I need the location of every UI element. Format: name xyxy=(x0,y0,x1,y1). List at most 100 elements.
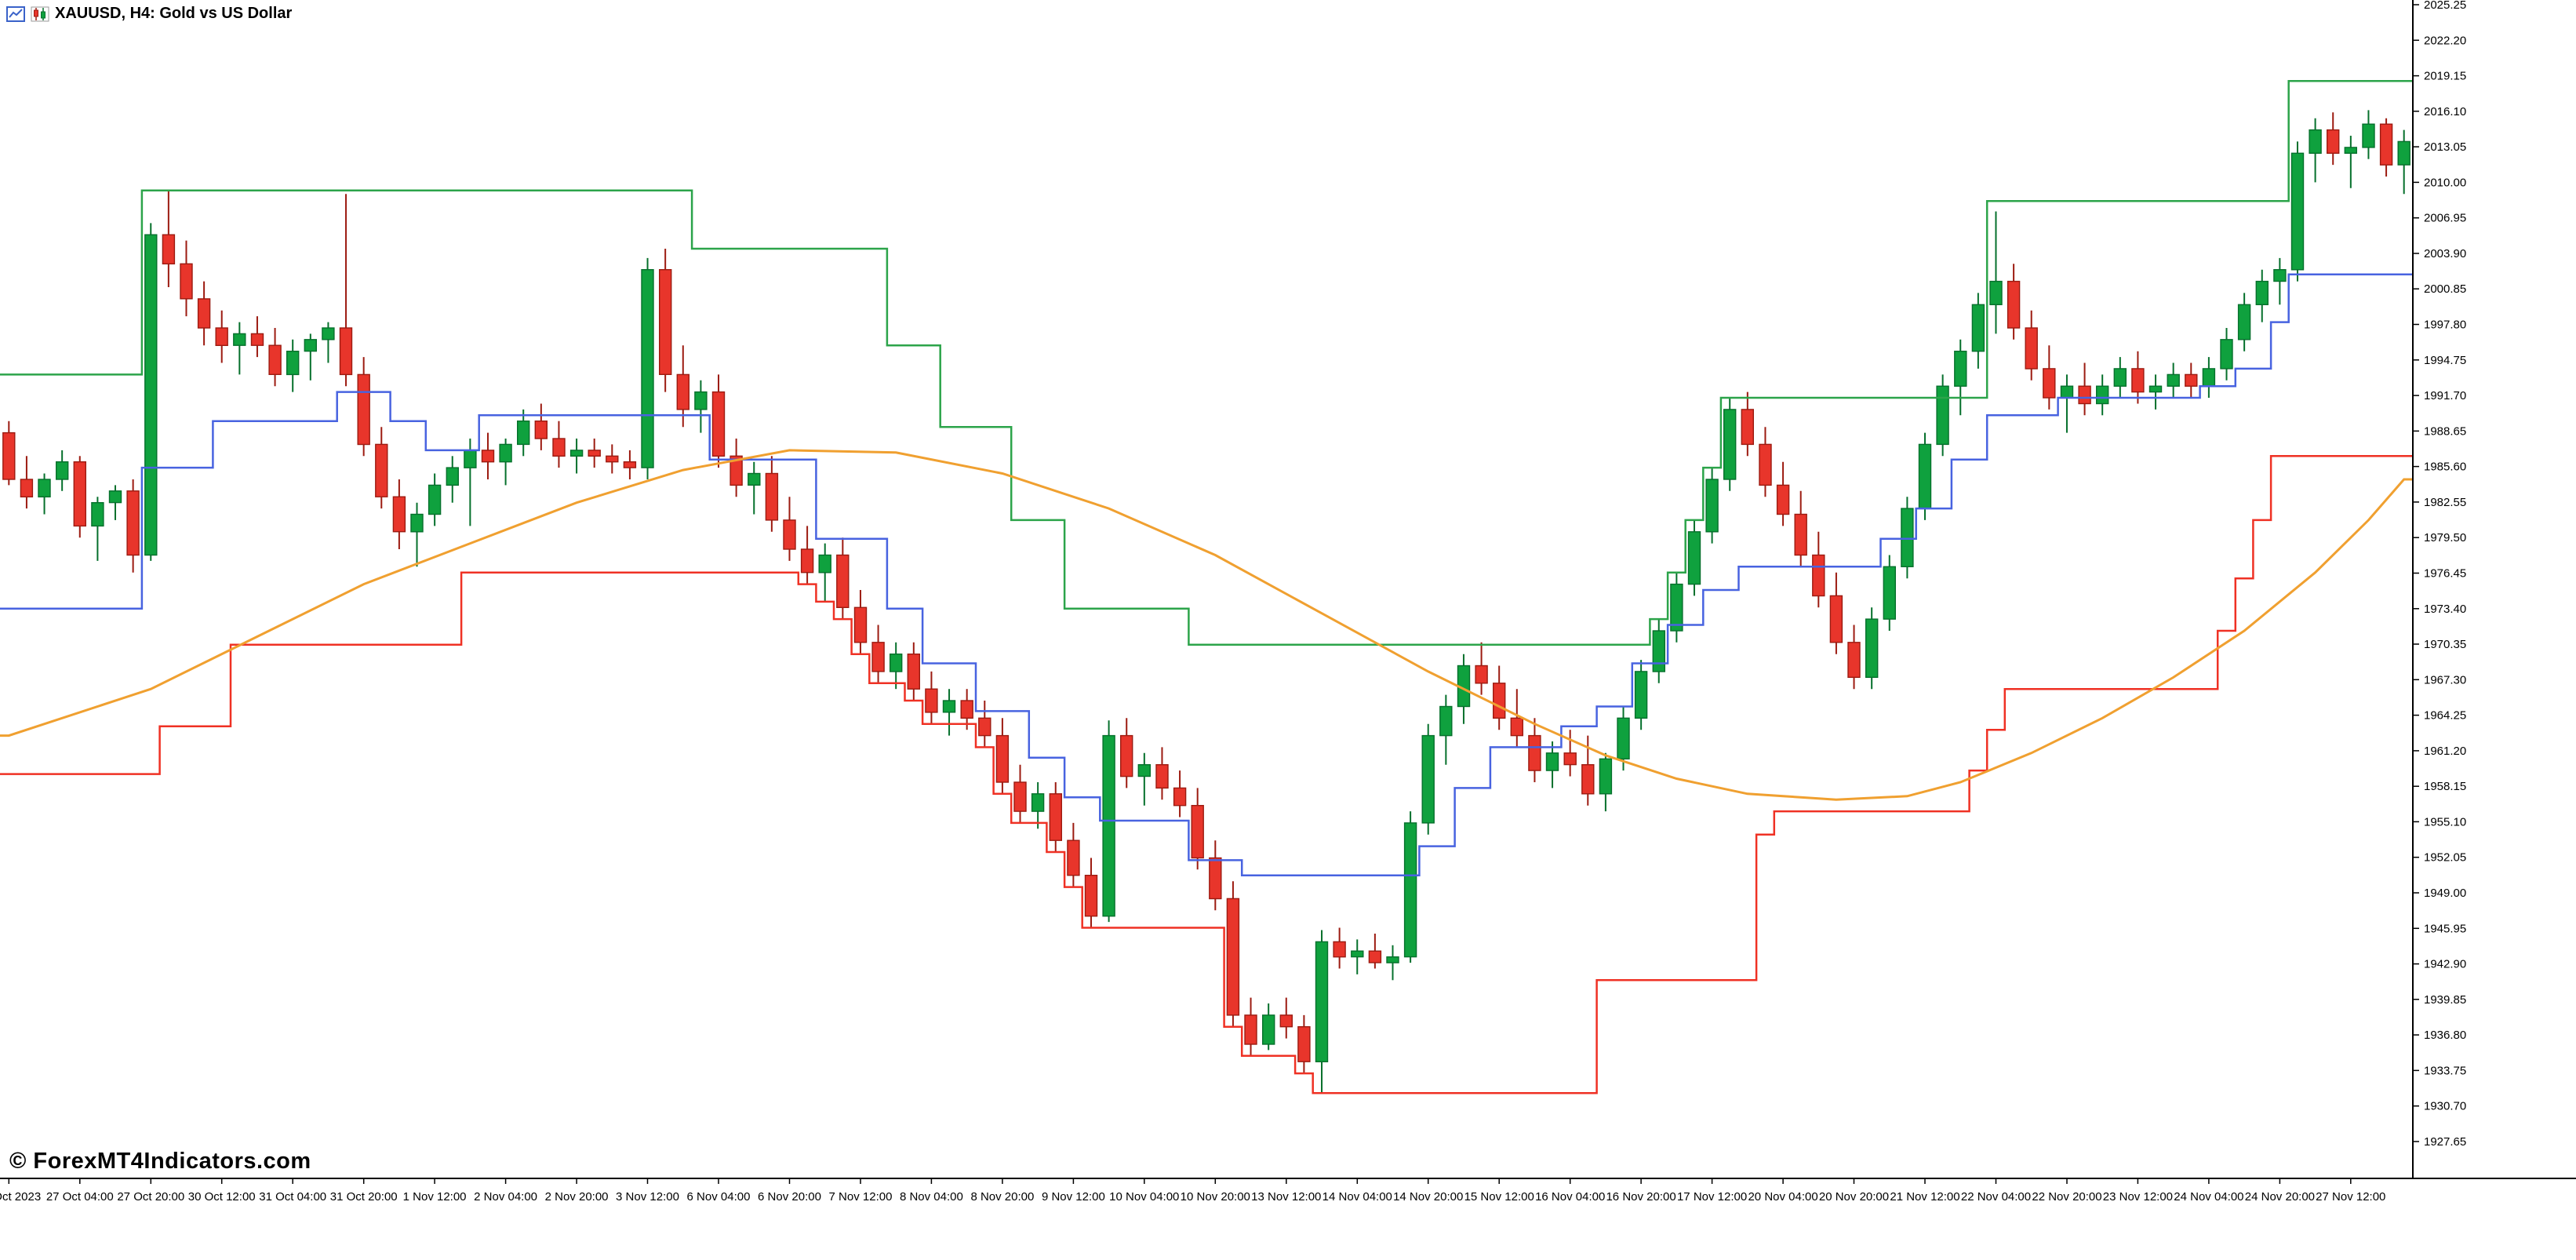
candle[interactable] xyxy=(499,439,512,486)
candle[interactable] xyxy=(1989,211,2003,334)
candle[interactable] xyxy=(126,479,140,573)
candle[interactable] xyxy=(2095,374,2109,416)
candle[interactable] xyxy=(1759,427,1772,497)
candle[interactable] xyxy=(162,190,176,287)
candle[interactable] xyxy=(2185,362,2198,399)
candle[interactable] xyxy=(960,689,973,730)
candle[interactable] xyxy=(375,427,388,509)
candle[interactable] xyxy=(1829,572,1843,654)
candle[interactable] xyxy=(623,450,637,479)
candle[interactable] xyxy=(1794,490,1807,567)
candle[interactable] xyxy=(800,526,814,584)
candle[interactable] xyxy=(907,642,921,701)
candle[interactable] xyxy=(55,450,69,491)
candle[interactable] xyxy=(925,671,938,724)
candle[interactable] xyxy=(2078,362,2091,416)
candle[interactable] xyxy=(1847,625,1861,690)
candle[interactable] xyxy=(1279,997,1293,1039)
candle[interactable] xyxy=(1013,764,1027,823)
candle[interactable] xyxy=(1475,642,1488,695)
candle[interactable] xyxy=(569,439,584,474)
candle[interactable] xyxy=(2237,293,2251,351)
candle[interactable] xyxy=(1901,497,1914,579)
candle[interactable] xyxy=(286,339,300,392)
candle[interactable] xyxy=(2362,110,2375,159)
candle[interactable] xyxy=(1439,694,1453,765)
candle[interactable] xyxy=(1049,782,1063,852)
candle[interactable] xyxy=(1599,752,1613,812)
candle[interactable] xyxy=(659,249,672,392)
candle[interactable] xyxy=(1705,468,1719,544)
candle[interactable] xyxy=(1741,391,1755,457)
candle[interactable] xyxy=(552,421,566,468)
candle[interactable] xyxy=(1492,665,1506,730)
candle[interactable] xyxy=(676,345,689,428)
candle[interactable] xyxy=(853,590,868,654)
candle[interactable] xyxy=(392,479,406,549)
candle[interactable] xyxy=(2043,345,2056,410)
candle[interactable] xyxy=(1119,718,1133,788)
candle[interactable] xyxy=(2344,136,2358,188)
candle[interactable] xyxy=(250,316,264,358)
candle[interactable] xyxy=(1084,858,1098,928)
price-axis[interactable]: 2025.25 2022.20 2019.15 2016.10 2013.05 2010.… xyxy=(2412,0,2576,1178)
candle[interactable] xyxy=(428,473,442,526)
candle[interactable] xyxy=(517,409,530,457)
candle[interactable] xyxy=(339,194,353,387)
candle[interactable] xyxy=(1812,531,1825,608)
candle[interactable] xyxy=(215,310,228,363)
candle[interactable] xyxy=(268,328,282,387)
candle[interactable] xyxy=(978,701,991,748)
candle[interactable] xyxy=(446,456,459,503)
candle[interactable] xyxy=(2007,264,2021,340)
candle[interactable] xyxy=(1865,607,1879,690)
candle[interactable] xyxy=(2202,357,2216,398)
candle[interactable] xyxy=(38,473,51,515)
candle[interactable] xyxy=(1617,706,1630,771)
candle[interactable] xyxy=(818,543,831,602)
candle[interactable] xyxy=(73,456,87,538)
candle[interactable] xyxy=(2290,141,2305,282)
candle[interactable] xyxy=(1528,718,1541,782)
candle[interactable] xyxy=(748,461,761,515)
candle[interactable] xyxy=(197,281,211,346)
candle[interactable] xyxy=(108,485,122,520)
candle[interactable] xyxy=(1333,927,1346,969)
candle[interactable] xyxy=(1723,398,1737,491)
candle[interactable] xyxy=(1067,822,1080,887)
candle[interactable] xyxy=(1031,782,1045,829)
candle[interactable] xyxy=(1351,939,1364,974)
candle[interactable] xyxy=(1971,293,1985,369)
candle[interactable] xyxy=(1883,555,1897,632)
candle[interactable] xyxy=(1191,788,1204,870)
candle[interactable] xyxy=(2025,310,2038,381)
candle[interactable] xyxy=(1226,881,1240,1027)
candle[interactable] xyxy=(765,456,779,532)
candle[interactable] xyxy=(233,322,246,375)
candle[interactable] xyxy=(1297,1014,1311,1074)
candle[interactable] xyxy=(2326,112,2340,166)
candle[interactable] xyxy=(91,497,104,561)
candle[interactable] xyxy=(534,403,548,450)
candle[interactable] xyxy=(942,689,956,736)
candle[interactable] xyxy=(730,439,743,497)
candle[interactable] xyxy=(304,333,317,381)
candle[interactable] xyxy=(2131,351,2145,404)
candle[interactable] xyxy=(1315,930,1329,1094)
candle[interactable] xyxy=(871,625,885,683)
candle[interactable] xyxy=(889,642,903,690)
candle[interactable] xyxy=(20,456,34,509)
candle[interactable] xyxy=(2309,118,2322,183)
candle[interactable] xyxy=(694,380,708,433)
candle[interactable] xyxy=(711,374,726,468)
candle[interactable] xyxy=(1403,811,1417,963)
candle[interactable] xyxy=(1421,723,1435,835)
candle[interactable] xyxy=(2397,129,2410,195)
candle[interactable] xyxy=(783,497,796,561)
candle[interactable] xyxy=(1563,730,1577,777)
candle[interactable] xyxy=(1386,945,1399,981)
candle[interactable] xyxy=(2379,118,2393,177)
candle[interactable] xyxy=(1368,934,1382,969)
